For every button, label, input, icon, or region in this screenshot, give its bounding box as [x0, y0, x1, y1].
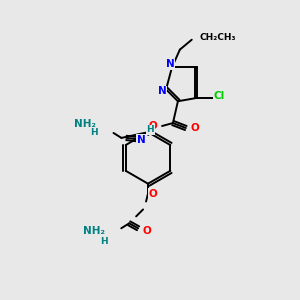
- Text: NH₂: NH₂: [83, 226, 105, 236]
- Text: N: N: [137, 135, 146, 145]
- Text: O: O: [149, 121, 158, 131]
- Text: H: H: [100, 237, 107, 246]
- Text: N: N: [166, 59, 174, 70]
- Text: H: H: [90, 128, 98, 137]
- Text: NH₂: NH₂: [74, 119, 96, 129]
- Text: H: H: [146, 125, 154, 134]
- Text: N: N: [158, 86, 167, 96]
- Text: Cl: Cl: [214, 91, 225, 101]
- Text: O: O: [148, 189, 157, 199]
- Text: O: O: [143, 226, 152, 236]
- Text: CH₂CH₃: CH₂CH₃: [200, 33, 236, 42]
- Text: O: O: [190, 123, 199, 133]
